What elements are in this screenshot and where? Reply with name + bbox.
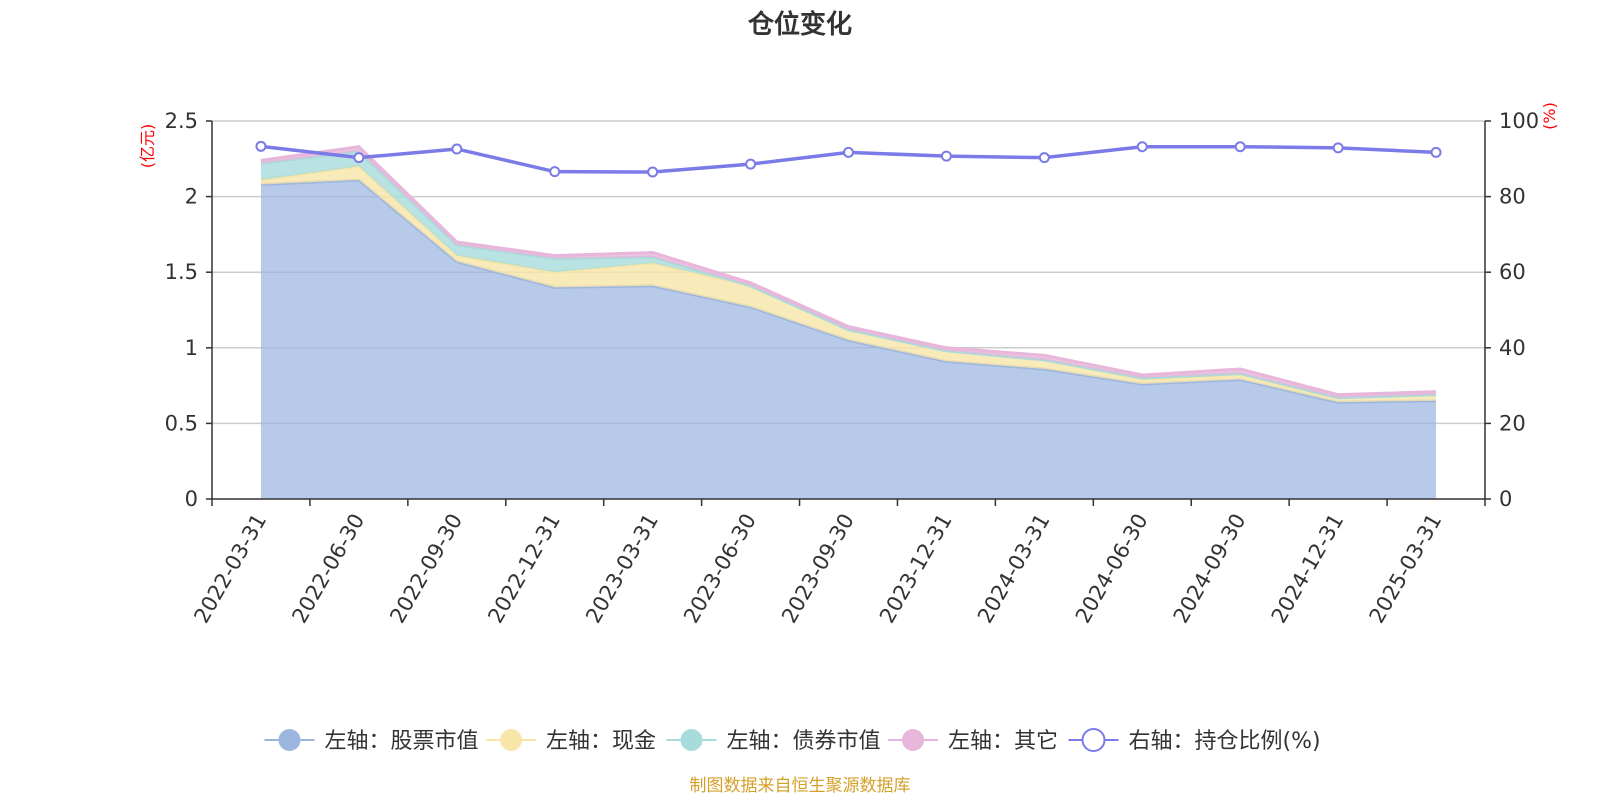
chart-title: 仓位变化 [747,9,852,40]
right-tick-label: 80 [1499,185,1526,209]
ratio-point [745,158,757,170]
source-note: 制图数据来自恒生聚源数据库 [690,776,911,796]
x-tick-label: 2023-12-31 [875,510,957,628]
legend-swatch-marker [500,729,522,751]
left-tick-label: 1 [185,336,198,360]
left-tick-label: 1.5 [165,260,198,284]
left-tick-label: 0 [185,487,198,511]
ratio-point [940,150,952,162]
right-tick-label: 60 [1499,260,1526,284]
stacked-areas [260,145,1437,499]
x-axis-ticks: 2022-03-31 2022-06-30 2022-09-30 2022-12-31… [189,499,1486,628]
ratio-point [549,166,561,178]
right-axis-unit: (%) [1540,102,1559,130]
x-tick-label: 2022-03-31 [189,510,271,628]
left-tick-label: 2 [185,185,198,209]
x-tick-label: 2023-06-30 [679,510,761,628]
ratio-point [1234,141,1246,153]
x-tick-label: 2024-03-31 [973,510,1055,628]
axes [211,121,1486,500]
x-tick-label: 2023-03-31 [581,510,663,628]
x-tick-label: 2023-09-30 [777,510,859,628]
ratio-point [255,140,267,152]
right-tick-label: 20 [1499,411,1526,435]
holding-ratio-line [255,140,1442,178]
ratio-point [1430,146,1442,158]
legend-label: 左轴：现金 [546,729,656,754]
ratio-point [353,152,365,164]
x-tick-label: 2022-12-31 [483,510,565,628]
legend-swatch-marker [680,729,703,751]
x-tick-label: 2025-03-31 [1365,510,1447,628]
left-tick-label: 2.5 [165,109,198,133]
x-tick-label: 2022-09-30 [385,510,467,628]
right-tick-label: 100 [1499,109,1539,133]
left-axis-ticks: 0 0.5 1 1.5 2 2.5 [165,109,212,511]
left-tick-label: 0.5 [165,411,198,435]
x-tick-label: 2022-06-30 [287,510,369,628]
legend-label: 左轴：股票市值 [325,729,479,754]
area-top-line-4 [260,145,1437,397]
x-tick-label: 2024-12-31 [1267,510,1349,628]
ratio-point [1332,142,1344,154]
ratio-point [647,166,659,178]
area-1 [260,179,1437,499]
legend: 左轴：股票市值 左轴：现金 左轴：债券市值 左轴：其它 右轴：持仓比例(%) [264,728,1321,754]
legend-swatch-marker [1081,728,1106,752]
ratio-point [1038,152,1050,164]
x-tick-label: 2024-06-30 [1071,510,1153,628]
area-2 [260,166,1437,403]
legend-label: 左轴：债券市值 [727,729,881,754]
x-tick-label: 2024-09-30 [1169,510,1251,628]
right-axis-ticks: 0 20 40 60 80 100 [1485,109,1539,511]
legend-swatch-marker [278,729,301,751]
ratio-point [1136,141,1148,153]
legend-swatch-marker [902,729,924,751]
ratio-point [451,143,463,155]
legend-label: 右轴：持仓比例(%) [1129,729,1321,754]
right-tick-label: 40 [1499,336,1526,360]
right-tick-label: 0 [1499,487,1512,511]
left-axis-unit: (亿元) [138,124,157,169]
ratio-point [843,146,854,158]
legend-label: 左轴：其它 [948,729,1058,754]
area-3 [260,151,1437,398]
